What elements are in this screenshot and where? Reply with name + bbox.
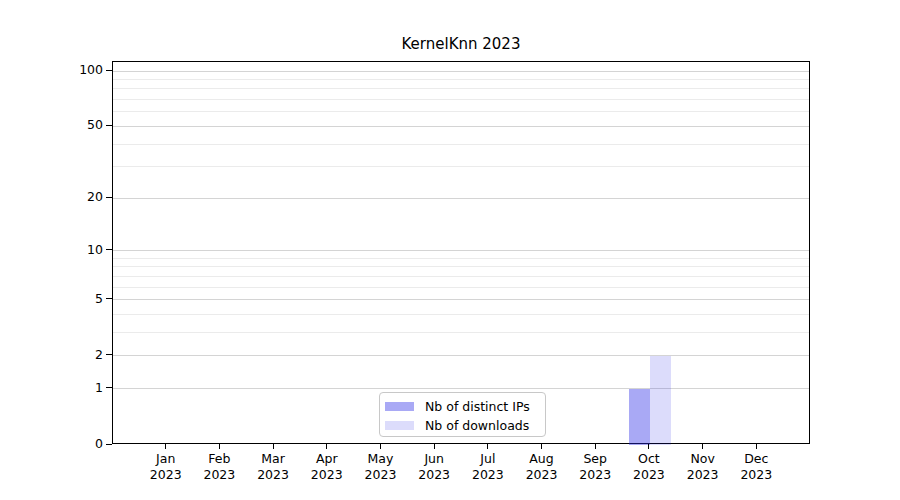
y-axis-tick-label: 100 [0,61,103,79]
minor-gridline [113,111,809,112]
x-axis-tick [380,444,381,449]
x-tick-year: 2023 [243,467,303,483]
y-axis-tick-label: 20 [0,188,103,206]
x-axis-tick-label: Apr2023 [297,451,357,483]
x-axis-tick [541,444,542,449]
major-gridline [113,250,809,251]
x-tick-year: 2023 [619,467,679,483]
x-axis-tick [165,444,166,449]
x-axis-tick [434,444,435,449]
x-axis-tick-label: Dec2023 [726,451,786,483]
major-gridline [113,388,809,389]
x-axis-tick-label: Jan2023 [136,451,196,483]
x-tick-year: 2023 [726,467,786,483]
x-tick-month: Nov [673,451,733,467]
x-tick-month: Oct [619,451,679,467]
major-gridline [113,71,809,72]
minor-gridline [113,287,809,288]
x-axis-tick [595,444,596,449]
figure: KernelKnn 2023 0125102050100Jan2023Feb20… [0,0,900,500]
x-axis-tick-label: Sep2023 [565,451,625,483]
major-gridline [113,355,809,356]
x-axis-tick [648,444,649,449]
x-tick-month: Dec [726,451,786,467]
y-axis-tick-label: 50 [0,116,103,134]
x-axis-tick [756,444,757,449]
x-tick-month: Jul [458,451,518,467]
x-tick-month: Mar [243,451,303,467]
major-gridline [113,198,809,199]
y-axis-tick [106,298,112,299]
x-axis-tick-label: May2023 [350,451,410,483]
y-axis-tick [106,444,112,445]
bar-distinct-ips [629,389,650,445]
y-axis-tick [106,387,112,388]
x-axis-tick-label: Mar2023 [243,451,303,483]
x-axis-tick-label: Nov2023 [673,451,733,483]
y-axis-tick-label: 1 [0,379,103,397]
y-axis-tick [106,125,112,126]
x-tick-month: Feb [189,451,249,467]
y-axis-tick-label: 0 [0,435,103,453]
legend-swatch-downloads-icon [385,421,414,430]
bar-downloads [650,356,671,445]
major-gridline [113,126,809,127]
y-axis-tick [106,354,112,355]
x-axis-tick [702,444,703,449]
x-tick-year: 2023 [136,467,196,483]
minor-gridline [113,276,809,277]
x-tick-year: 2023 [673,467,733,483]
x-tick-year: 2023 [189,467,249,483]
minor-gridline [113,166,809,167]
major-gridline [113,299,809,300]
legend-item-distinct-ips: Nb of distinct IPs [385,397,539,416]
x-tick-year: 2023 [404,467,464,483]
minor-gridline [113,79,809,80]
x-axis-tick [273,444,274,449]
minor-gridline [113,314,809,315]
x-axis-tick [326,444,327,449]
minor-gridline [113,88,809,89]
x-axis-tick-label: Jul2023 [458,451,518,483]
x-axis-tick-label: Jun2023 [404,451,464,483]
x-axis-tick-label: Feb2023 [189,451,249,483]
x-tick-month: May [350,451,410,467]
x-tick-month: Apr [297,451,357,467]
legend-label-distinct-ips: Nb of distinct IPs [425,399,530,414]
y-axis-tick [106,197,112,198]
x-tick-year: 2023 [297,467,357,483]
y-axis-tick [106,70,112,71]
minor-gridline [113,258,809,259]
chart-legend: Nb of distinct IPs Nb of downloads [379,392,546,437]
y-axis-tick [106,249,112,250]
plot-area [112,61,810,444]
minor-gridline [113,266,809,267]
legend-item-downloads: Nb of downloads [385,416,539,435]
x-tick-year: 2023 [458,467,518,483]
x-tick-year: 2023 [350,467,410,483]
legend-swatch-distinct-ips-icon [385,402,414,411]
x-axis-tick [487,444,488,449]
x-axis-tick [219,444,220,449]
minor-gridline [113,99,809,100]
chart-title: KernelKnn 2023 [112,35,810,53]
x-tick-year: 2023 [565,467,625,483]
y-axis-tick-label: 5 [0,290,103,308]
legend-label-downloads: Nb of downloads [425,418,529,433]
minor-gridline [113,144,809,145]
x-tick-month: Sep [565,451,625,467]
x-tick-month: Aug [512,451,572,467]
x-tick-month: Jun [404,451,464,467]
x-axis-tick-label: Oct2023 [619,451,679,483]
y-axis-tick-label: 10 [0,241,103,259]
x-tick-year: 2023 [512,467,572,483]
x-tick-month: Jan [136,451,196,467]
minor-gridline [113,332,809,333]
x-axis-tick-label: Aug2023 [512,451,572,483]
y-axis-tick-label: 2 [0,346,103,364]
